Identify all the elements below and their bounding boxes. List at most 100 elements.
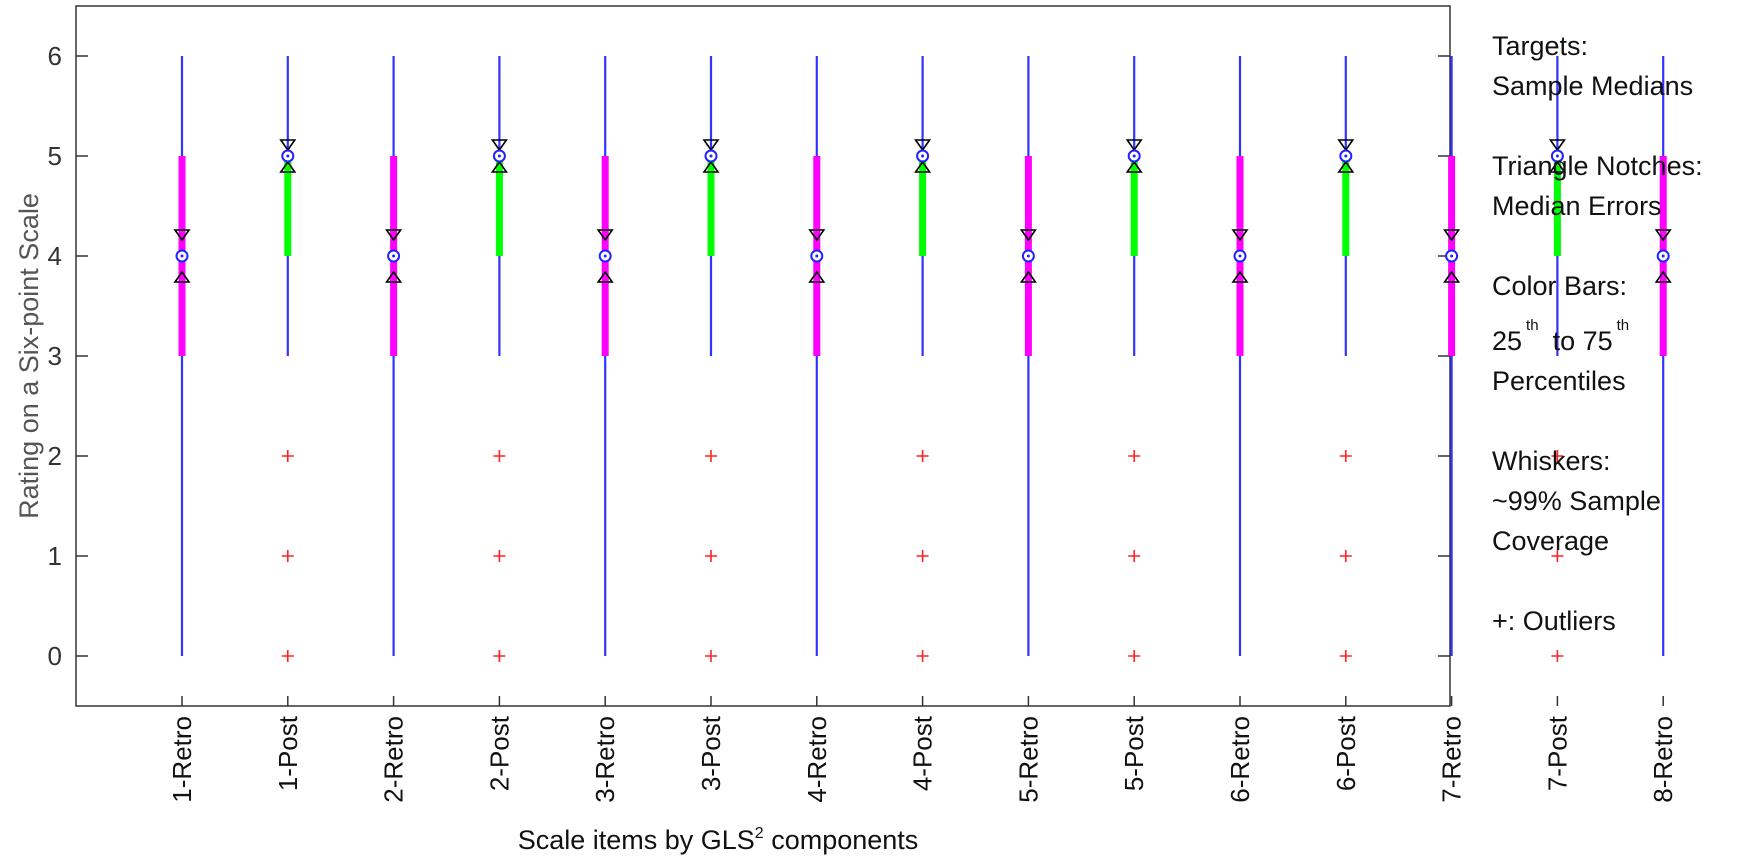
x-tick-label: 2-Retro	[379, 716, 409, 803]
median-dot	[603, 254, 607, 258]
outlier-marker	[281, 450, 294, 462]
notch-upper	[1019, 229, 1037, 242]
notch-lower	[1548, 160, 1566, 173]
x-tick-label: 6-Retro	[1225, 716, 1255, 803]
notch-upper	[808, 229, 826, 242]
outlier-marker	[1551, 450, 1564, 462]
notch-lower	[385, 270, 403, 283]
outlier-marker	[1551, 650, 1564, 662]
x-tick-label: 8-Retro	[1648, 716, 1678, 803]
outlier-marker	[281, 650, 294, 662]
plot-frame	[75, 5, 1451, 707]
y-tick-label: 2	[48, 441, 62, 471]
outlier-marker	[1339, 550, 1352, 562]
legend-targets-title: Targets:	[1492, 31, 1589, 61]
legend-bars-range: 25thto 75th	[1492, 306, 1732, 361]
x-tick-label: 4-Post	[908, 715, 938, 791]
legend-whiskers-line1: ~99% Sample	[1492, 486, 1661, 516]
legend-whiskers-line2: Coverage	[1492, 526, 1610, 556]
median-dot	[921, 154, 925, 158]
notch-upper	[702, 139, 720, 152]
x-tick-label: 5-Retro	[1013, 716, 1043, 803]
median-dot	[1661, 254, 1665, 258]
x-tick-label: 1-Retro	[167, 716, 197, 803]
legend-notches-text: Median Errors	[1492, 191, 1662, 221]
outlier-marker	[1128, 450, 1141, 462]
notch-upper	[1548, 139, 1566, 152]
median-dot	[815, 254, 819, 258]
notch-lower	[173, 270, 191, 283]
outlier-marker	[1128, 550, 1141, 562]
x-tick-label: 3-Post	[696, 715, 726, 791]
y-tick-label: 5	[48, 141, 62, 171]
x-tick-label: 4-Retro	[802, 716, 832, 803]
notch-lower	[1443, 270, 1461, 283]
notch-lower	[808, 270, 826, 283]
x-tick-label: 1-Post	[273, 715, 303, 791]
outlier-marker	[1339, 450, 1352, 462]
outlier-marker	[1339, 650, 1352, 662]
notch-upper	[1125, 139, 1143, 152]
outlier-marker	[493, 650, 506, 662]
y-tick-label: 1	[48, 541, 62, 571]
x-tick-label: 2-Post	[484, 715, 514, 791]
legend-notches-title: Triangle Notches:	[1492, 151, 1703, 181]
median-dot	[1555, 154, 1559, 158]
notch-upper	[385, 229, 403, 242]
outlier-marker	[1551, 550, 1564, 562]
median-dot	[497, 154, 501, 158]
legend-whiskers-title: Whiskers:	[1492, 446, 1611, 476]
outlier-marker	[705, 650, 717, 662]
median-dot	[1238, 254, 1242, 258]
median-dot	[1450, 254, 1454, 258]
median-dot	[392, 254, 396, 258]
median-dot	[286, 154, 290, 158]
outlier-marker	[916, 450, 929, 462]
notch-upper	[1443, 229, 1461, 242]
outlier-marker	[705, 450, 717, 462]
legend-th1: th	[1526, 317, 1539, 334]
y-tick-label: 4	[48, 241, 62, 271]
y-tick-label: 6	[48, 41, 62, 71]
legend-p25: 25	[1492, 326, 1523, 356]
notch-lower	[1019, 270, 1037, 283]
notch-upper	[596, 229, 614, 242]
y-tick-label: 3	[48, 341, 62, 371]
y-tick-label: 0	[48, 641, 62, 671]
legend-bars-text: Percentiles	[1492, 366, 1626, 396]
notch-upper	[1231, 229, 1249, 242]
x-tick-label: 7-Post	[1542, 715, 1572, 791]
legend-targets-text: Sample Medians	[1492, 71, 1694, 101]
outlier-marker	[1128, 650, 1141, 662]
legend-bars-title: Color Bars:	[1492, 271, 1628, 301]
x-tick-label: 5-Post	[1119, 715, 1149, 791]
median-dot	[1132, 154, 1136, 158]
notch-upper	[914, 139, 932, 152]
median-dot	[1344, 154, 1348, 158]
notch-upper	[490, 139, 508, 152]
outlier-marker	[493, 550, 506, 562]
y-axis-label: Rating on a Six-point Scale	[14, 193, 44, 519]
notch-upper	[279, 139, 297, 152]
notch-lower	[1337, 160, 1355, 173]
median-dot	[180, 254, 184, 258]
x-axis-label: Scale items by GLS2 components	[518, 825, 919, 855]
legend-panel: Targets: Sample Medians Triangle Notches…	[1492, 26, 1732, 681]
outlier-marker	[493, 450, 506, 462]
notch-upper	[1654, 229, 1672, 242]
outlier-marker	[916, 550, 929, 562]
notch-upper	[1337, 139, 1355, 152]
legend-to-75: to 75	[1552, 326, 1613, 356]
notch-lower	[279, 160, 297, 173]
legend-th2: th	[1616, 317, 1630, 334]
x-tick-label: 6-Post	[1331, 715, 1361, 791]
notch-lower	[914, 160, 932, 173]
notch-lower	[1654, 270, 1672, 283]
notch-upper	[173, 229, 191, 242]
x-tick-label: 7-Retro	[1437, 716, 1467, 803]
outlier-marker	[281, 550, 294, 562]
outlier-marker	[705, 550, 717, 562]
notch-lower	[702, 160, 720, 173]
notch-lower	[596, 270, 614, 283]
